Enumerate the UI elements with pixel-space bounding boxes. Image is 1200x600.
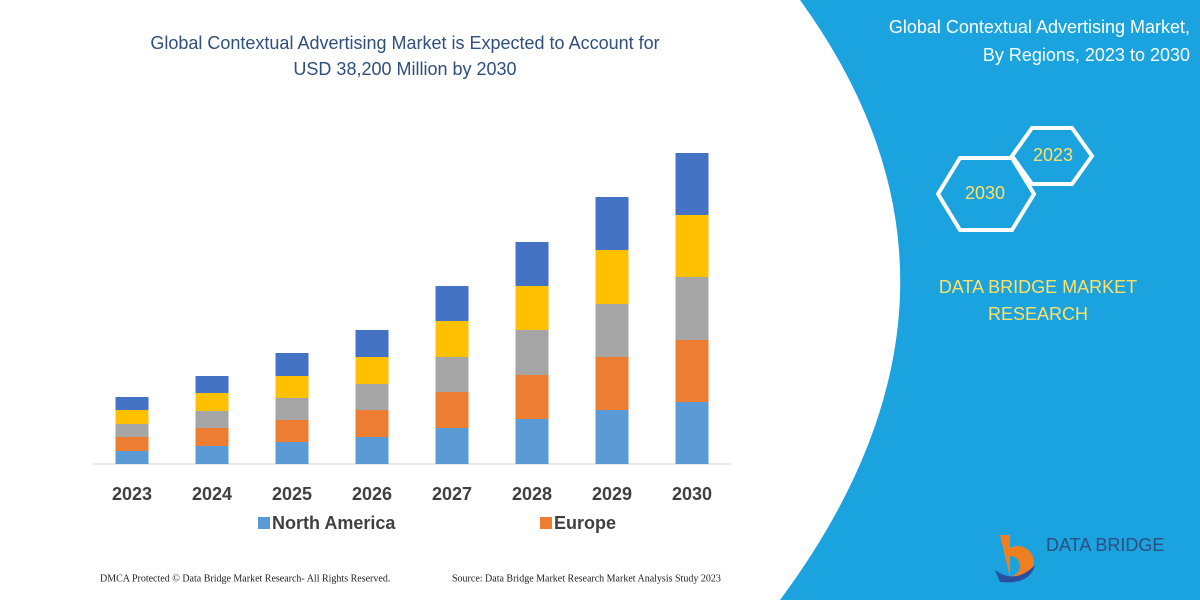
panel-title: Global Contextual Advertising Market, bbox=[889, 17, 1190, 37]
bar-segment bbox=[195, 393, 229, 411]
side-panel bbox=[780, 0, 1200, 600]
bar-segment bbox=[595, 197, 629, 250]
bar-segment bbox=[275, 420, 309, 442]
legend-label: North America bbox=[272, 513, 396, 533]
logo-mark bbox=[1000, 535, 1034, 578]
bar-segment bbox=[595, 357, 629, 410]
bar-segment bbox=[675, 277, 709, 340]
bar-segment bbox=[515, 242, 549, 286]
bar-segment bbox=[515, 419, 549, 464]
hexagon-label: 2023 bbox=[1033, 145, 1073, 165]
bar-segment bbox=[595, 410, 629, 464]
legend-label: Europe bbox=[554, 513, 616, 533]
legend-swatch bbox=[540, 517, 552, 529]
chart-title: USD 38,200 Million by 2030 bbox=[293, 59, 516, 79]
bar-segment bbox=[195, 376, 229, 393]
bar-segment bbox=[195, 446, 229, 464]
bar-segment bbox=[435, 357, 469, 392]
bar-segment bbox=[115, 424, 149, 437]
x-tick-label: 2023 bbox=[112, 484, 152, 504]
x-tick-label: 2029 bbox=[592, 484, 632, 504]
bar-segment bbox=[115, 451, 149, 464]
x-tick-label: 2025 bbox=[272, 484, 312, 504]
brand-text: DATA BRIDGE MARKET bbox=[939, 277, 1137, 297]
bar-segment bbox=[115, 437, 149, 451]
hexagon-label: 2030 bbox=[965, 183, 1005, 203]
bar-segment bbox=[675, 153, 709, 215]
bar-segment bbox=[515, 286, 549, 330]
bar-segment bbox=[435, 392, 469, 428]
bar-segment bbox=[435, 321, 469, 357]
footer-text: DMCA Protected © Data Bridge Market Rese… bbox=[100, 573, 390, 584]
bar-segment bbox=[355, 330, 389, 357]
x-tick-label: 2027 bbox=[432, 484, 472, 504]
legend-swatch bbox=[258, 517, 270, 529]
bar-segment bbox=[675, 215, 709, 277]
x-tick-label: 2028 bbox=[512, 484, 552, 504]
bar-segment bbox=[595, 250, 629, 304]
bar-segment bbox=[275, 442, 309, 464]
bar-segment bbox=[355, 437, 389, 464]
bar-segment bbox=[115, 410, 149, 424]
logo-mark bbox=[995, 565, 1035, 583]
bar-segment bbox=[275, 353, 309, 376]
bar-segment bbox=[355, 410, 389, 437]
x-tick-label: 2030 bbox=[672, 484, 712, 504]
logo-text: DATA BRIDGE bbox=[1046, 535, 1164, 555]
bar-segment bbox=[275, 376, 309, 398]
x-tick-label: 2026 bbox=[352, 484, 392, 504]
panel-title: By Regions, 2023 to 2030 bbox=[983, 45, 1190, 65]
bar-segment bbox=[355, 357, 389, 384]
bar-segment bbox=[515, 330, 549, 375]
footer-text: Source: Data Bridge Market Research Mark… bbox=[452, 573, 721, 584]
bar-segment bbox=[435, 428, 469, 464]
bar-segment bbox=[595, 304, 629, 357]
bar-segment bbox=[435, 286, 469, 321]
hexagon bbox=[935, 156, 1037, 232]
bar-segment bbox=[675, 340, 709, 402]
bar-segment bbox=[115, 397, 149, 410]
x-tick-label: 2024 bbox=[192, 484, 232, 504]
bar-segment bbox=[195, 428, 229, 446]
chart-title: Global Contextual Advertising Market is … bbox=[150, 33, 659, 53]
brand-text: RESEARCH bbox=[988, 304, 1088, 324]
bar-segment bbox=[355, 384, 389, 410]
bar-segment bbox=[195, 411, 229, 428]
bar-segment bbox=[515, 375, 549, 419]
bar-segment bbox=[275, 398, 309, 420]
bar-segment bbox=[675, 402, 709, 464]
